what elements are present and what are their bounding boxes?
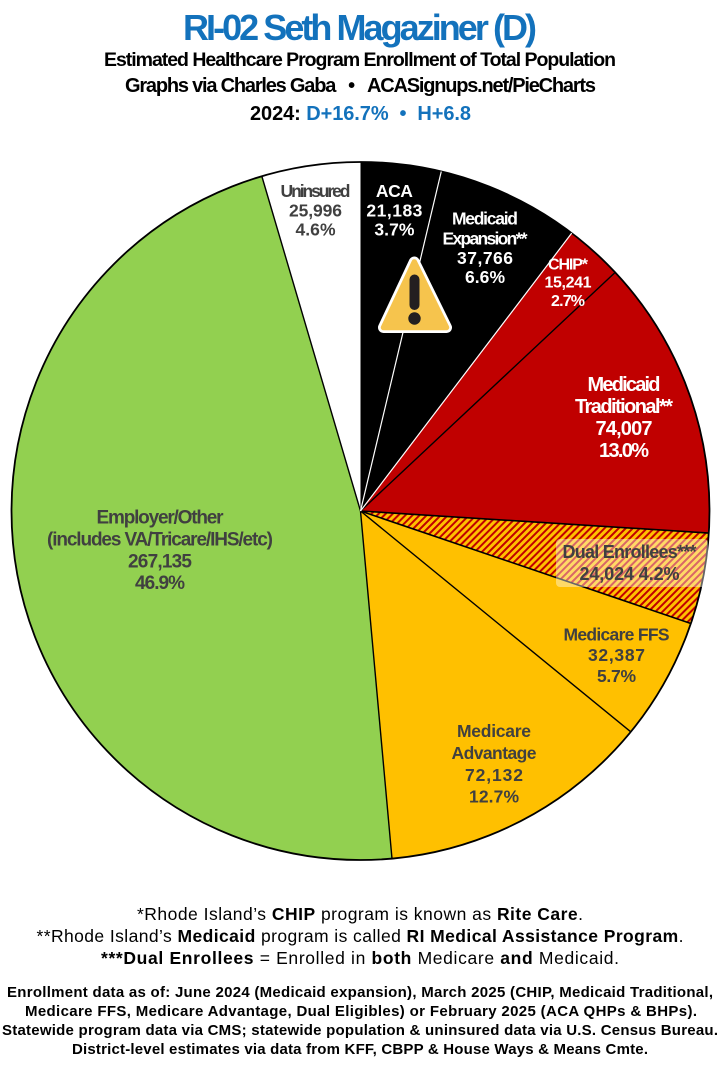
svg-text:6.6%: 6.6% <box>465 267 505 287</box>
svg-text:37,766: 37,766 <box>457 248 513 268</box>
svg-text:3.7%: 3.7% <box>374 219 414 239</box>
svg-text:Expansion**: Expansion** <box>443 228 528 248</box>
svg-text:72,132: 72,132 <box>465 765 523 785</box>
svg-text:***Dual Enrollees = Enrolled i: ***Dual Enrollees = Enrolled in both Med… <box>101 948 619 968</box>
svg-text:Dual Enrollees***: Dual Enrollees*** <box>563 542 697 562</box>
svg-text:ACA: ACA <box>376 181 413 201</box>
svg-text:Medicaid: Medicaid <box>452 208 518 228</box>
svg-text:13.0%: 13.0% <box>599 440 649 462</box>
svg-text:Medicare FFS: Medicare FFS <box>564 624 670 644</box>
svg-text:2024: D+16.7% • H+6.8: 2024: D+16.7% • H+6.8 <box>250 103 471 125</box>
svg-text:74,007: 74,007 <box>596 418 653 440</box>
svg-text:Enrollment data as of: June 20: Enrollment data as of: June 2024 (Medica… <box>7 984 713 1001</box>
svg-text:Traditional**: Traditional** <box>575 396 673 418</box>
svg-text:4.6%: 4.6% <box>296 219 336 239</box>
svg-text:RI-02 Seth Magaziner (D): RI-02 Seth Magaziner (D) <box>183 7 537 48</box>
svg-text:CHIP*: CHIP* <box>548 257 589 274</box>
svg-text:Medicaid: Medicaid <box>588 374 661 396</box>
svg-text:21,183: 21,183 <box>366 200 422 220</box>
svg-text:267,135: 267,135 <box>128 551 192 572</box>
svg-text:Statewide program data via CMS: Statewide program data via CMS; statewid… <box>2 1022 718 1039</box>
svg-text:5.7%: 5.7% <box>597 666 636 686</box>
svg-text:25,996: 25,996 <box>289 200 342 220</box>
svg-text:(includes VA/Tricare/IHS/etc): (includes VA/Tricare/IHS/etc) <box>47 529 273 550</box>
svg-text:**Rhode Island’s Medicaid prog: **Rhode Island’s Medicaid program is cal… <box>37 926 684 946</box>
svg-text:12.7%: 12.7% <box>469 787 519 807</box>
svg-text:Graphs via Charles Gaba •: Graphs via Charles Gaba • ACASignups.net… <box>125 75 596 97</box>
svg-text:*Rhode Island’s CHIP program i: *Rhode Island’s CHIP program is known as… <box>137 904 583 924</box>
svg-text:Uninsured: Uninsured <box>281 181 351 201</box>
svg-text:Employer/Other: Employer/Other <box>97 507 225 528</box>
svg-text:2.7%: 2.7% <box>551 293 585 310</box>
svg-text:Medicare: Medicare <box>457 721 531 741</box>
svg-text:Advantage: Advantage <box>452 743 537 763</box>
svg-text:24,024 4.2%: 24,024 4.2% <box>580 564 680 584</box>
svg-text:Medicare FFS, Medicare Advanta: Medicare FFS, Medicare Advantage, Dual E… <box>25 1003 697 1020</box>
svg-text:32,387: 32,387 <box>588 645 645 665</box>
svg-text:District-level estimates via d: District-level estimates via data from K… <box>72 1041 648 1058</box>
svg-text:Estimated Healthcare Program E: Estimated Healthcare Program Enrollment … <box>104 49 616 71</box>
svg-text:15,241: 15,241 <box>545 275 592 292</box>
svg-text:46.9%: 46.9% <box>135 573 185 594</box>
